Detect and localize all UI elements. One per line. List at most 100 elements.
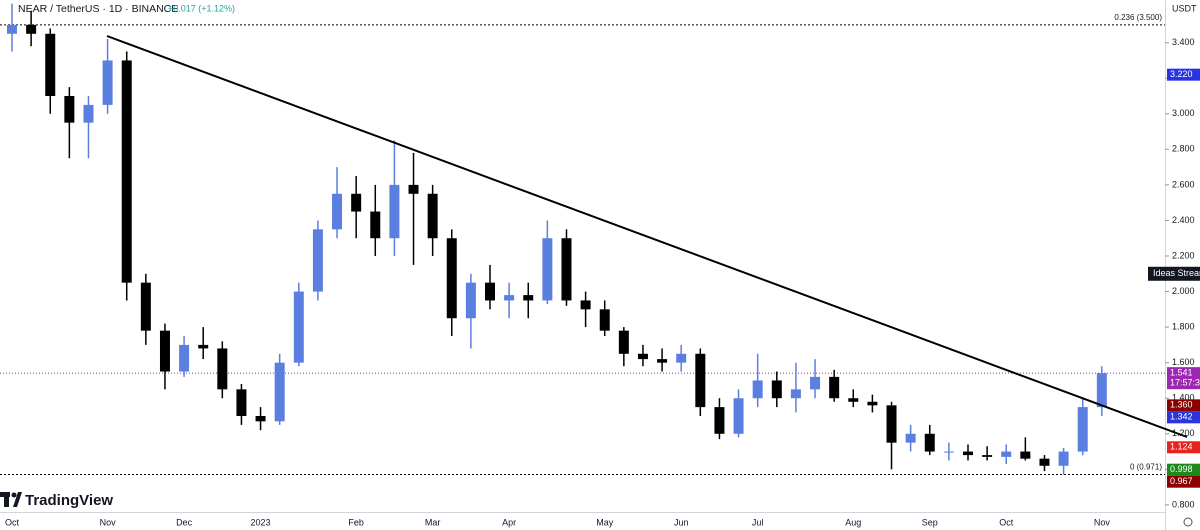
candle-body <box>332 193 343 230</box>
symbol: NEAR / TetherUS · 1D · BINANCE <box>18 3 178 15</box>
price-badge <box>1167 399 1200 412</box>
header: NEAR / TetherUS · 1D · BINANCE +0.017 (+… <box>18 3 235 15</box>
y-tick-label: 1.600 <box>1172 357 1195 367</box>
x-tick-label: Feb <box>348 517 364 527</box>
price-badge <box>1167 411 1200 424</box>
x-tick-label: Dec <box>176 517 193 527</box>
level-label: 0 (0.971) <box>1130 463 1162 472</box>
candle-body <box>810 376 821 390</box>
logo-icon <box>11 492 17 498</box>
candle-body <box>1077 407 1088 452</box>
candle-body <box>657 359 668 363</box>
candle-body <box>102 60 113 105</box>
candle-body <box>771 380 782 399</box>
settings-icon[interactable] <box>1183 517 1193 527</box>
logo-icon <box>0 492 10 497</box>
plot <box>0 3 1165 475</box>
price-badge-label: 0.967 <box>1170 476 1193 486</box>
x-tick-label: Nov <box>100 517 117 527</box>
candle-body <box>790 389 801 399</box>
x-tick-label: 2023 <box>251 517 271 527</box>
y-tick-label: 2.800 <box>1172 144 1195 154</box>
candle-body <box>45 33 56 96</box>
candle-body <box>255 416 266 422</box>
x-tick-label: Nov <box>1094 517 1111 527</box>
candle-body <box>370 211 381 239</box>
countdown: 17:57:3 <box>1170 378 1200 388</box>
x-tick-label: Oct <box>5 517 20 527</box>
candle-body <box>446 238 457 319</box>
candle-body <box>1001 451 1012 457</box>
price-badge-label: 1.342 <box>1170 412 1193 422</box>
candle-body <box>714 407 725 434</box>
candle-body <box>599 309 610 331</box>
candle-body <box>733 398 744 434</box>
y-tick-label: 2.600 <box>1172 179 1195 189</box>
price-badge-label: 1.360 <box>1170 400 1193 410</box>
candle-body <box>561 238 572 301</box>
candle-body <box>752 380 763 399</box>
candle-body <box>886 405 897 443</box>
price-badge-label: 0.998 <box>1170 464 1193 474</box>
candle-body <box>64 96 75 123</box>
candle-body <box>83 104 94 123</box>
price-badge-label: 1.541 <box>1170 368 1193 378</box>
candle-body <box>1096 373 1107 408</box>
logo-icon <box>13 492 22 507</box>
candle-body <box>465 282 476 319</box>
candle-body <box>618 330 629 354</box>
side-label-bg <box>1148 266 1200 281</box>
candle-body <box>695 353 706 408</box>
y-tick-label: 3.000 <box>1172 108 1195 118</box>
candle-body <box>848 398 859 402</box>
candle-body <box>924 433 935 452</box>
price-badge <box>1167 367 1200 390</box>
y-tick-label: 1.200 <box>1172 428 1195 438</box>
candle-body <box>351 193 362 212</box>
candle-body <box>408 184 419 194</box>
candle-body <box>179 344 190 372</box>
candle-body <box>580 300 591 310</box>
candle-body <box>637 353 648 360</box>
candle-body <box>7 24 17 34</box>
candle-body <box>1039 458 1050 466</box>
price-badge <box>1167 475 1200 488</box>
candle-body <box>1020 451 1031 459</box>
x-tick-label: Oct <box>999 517 1014 527</box>
level-label: 0.236 (3.500) <box>1114 13 1162 22</box>
candle-body <box>523 295 534 301</box>
price-badge-label: 1.124 <box>1170 442 1193 452</box>
logo: TradingView <box>0 492 113 509</box>
x-tick-label: Sep <box>922 517 938 527</box>
price-badge <box>1167 68 1200 81</box>
y-tick-label: 0.800 <box>1172 499 1195 509</box>
logo-icon <box>4 497 9 507</box>
y-tick-label: 3.400 <box>1172 37 1195 47</box>
logo-text: TradingView <box>25 492 113 509</box>
candle-body <box>293 291 304 363</box>
candle-body <box>140 282 151 331</box>
price-badge-label: 3.220 <box>1170 69 1193 79</box>
currency: USDT <box>1172 3 1197 13</box>
candle-body <box>121 60 132 283</box>
candle-body <box>963 451 973 456</box>
candle-body <box>236 389 247 416</box>
x-tick-label: Mar <box>425 517 441 527</box>
x-tick-label: Jun <box>674 517 689 527</box>
candle-body <box>943 451 954 453</box>
x-tick-label: Jul <box>752 517 764 527</box>
candle-body <box>26 24 37 34</box>
candle-body <box>389 184 400 239</box>
price-badge <box>1167 441 1200 454</box>
candle-body <box>829 376 840 399</box>
y-tick-label: 1.800 <box>1172 321 1195 331</box>
y-tick-label: 2.400 <box>1172 215 1195 225</box>
candle-body <box>504 295 515 301</box>
candle-body <box>159 330 170 372</box>
y-tick-label: 1.400 <box>1172 393 1195 403</box>
change: +0.017 (+1.12%) <box>168 3 235 13</box>
candle-body <box>982 455 993 457</box>
candle-body <box>217 348 228 390</box>
